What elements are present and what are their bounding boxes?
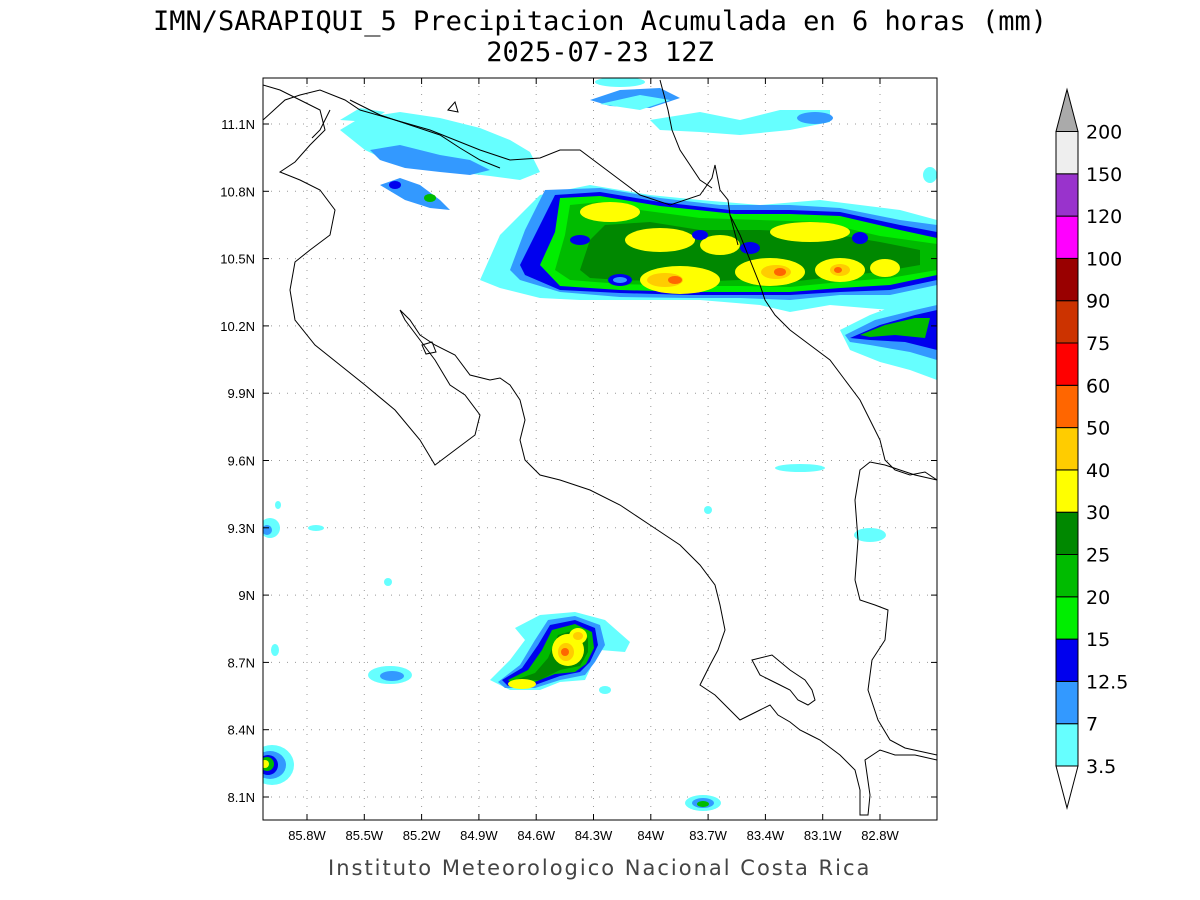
colorbar-cell <box>1055 173 1079 217</box>
colorbar-above-triangle <box>1055 87 1079 132</box>
colorbar-cell <box>1055 469 1079 513</box>
colorbar-level-label: 150 <box>1086 164 1122 186</box>
lat-tick-label: 8.1N <box>228 790 255 805</box>
colorbar-cell <box>1055 215 1079 259</box>
colorbar-level-label: 20 <box>1086 587 1110 609</box>
lon-tick-label: 83.7W <box>689 828 727 843</box>
rain-scattered-cells <box>263 78 937 811</box>
colorbar-level-label: 200 <box>1086 122 1122 144</box>
map-title: IMN/SARAPIQUI_5 Precipitacion Acumulada … <box>152 6 1048 37</box>
colorbar-cell <box>1055 384 1079 429</box>
rain-cell-northeast <box>840 295 937 380</box>
colorbar-cell <box>1055 638 1079 682</box>
rain-light-northwest <box>340 88 833 210</box>
colorbar-cell <box>1055 342 1079 386</box>
colorbar-level-label: 12.5 <box>1086 671 1128 693</box>
colorbar-cell <box>1055 257 1079 302</box>
colorbar-level-label: 100 <box>1086 248 1122 270</box>
lon-tick-label: 84.9W <box>460 828 498 843</box>
colorbar-cell <box>1055 427 1079 471</box>
longitude-axis: 85.8W 85.5W 85.2W 84.9W 84.6W 84.3W 84W 83.7W 83… <box>288 78 900 843</box>
colorbar-level-label: 90 <box>1086 291 1110 313</box>
lat-tick-label: 9N <box>238 588 255 603</box>
lat-tick-label: 9.6N <box>228 454 255 469</box>
lon-tick-label: 82.8W <box>861 828 899 843</box>
lat-tick-label: 8.4N <box>228 723 255 738</box>
lat-tick-label: 9.3N <box>228 521 255 536</box>
colorbar-cell <box>1055 596 1079 640</box>
colorbar-level-label: 15 <box>1086 629 1110 651</box>
colorbar-level-label: 40 <box>1086 460 1110 482</box>
lon-tick-label: 83.1W <box>804 828 842 843</box>
lon-tick-label: 85.8W <box>288 828 326 843</box>
lat-tick-label: 10.2N <box>220 319 255 334</box>
colorbar-level-label: 25 <box>1086 545 1110 567</box>
precipitation-fields <box>263 78 937 811</box>
lon-tick-label: 85.2W <box>403 828 441 843</box>
footer-credit: Instituto Meteorologico Nacional Costa R… <box>328 856 872 880</box>
lat-tick-label: 10.8N <box>220 184 255 199</box>
coastlines <box>263 84 937 816</box>
colorbar-cell <box>1055 300 1079 344</box>
map-datetime: 2025-07-23 12Z <box>486 37 714 68</box>
colorbar-level-label: 120 <box>1086 206 1122 228</box>
colorbar-cell <box>1055 680 1079 725</box>
colorbar-cell <box>1055 723 1079 767</box>
political-borders <box>349 79 739 246</box>
lon-tick-label: 84.3W <box>575 828 613 843</box>
lon-tick-label: 83.4W <box>747 828 785 843</box>
lat-tick-label: 8.7N <box>228 655 255 670</box>
colorbar-below-triangle <box>1055 765 1079 810</box>
colorbar-cell <box>1055 554 1079 598</box>
colorbar-cell <box>1055 511 1079 556</box>
lat-tick-label: 9.9N <box>228 386 255 401</box>
colorbar-level-label: 50 <box>1086 418 1110 440</box>
colorbar-level-label: 60 <box>1086 375 1110 397</box>
colorbar-level-label: 30 <box>1086 502 1110 524</box>
colorbar-cell <box>1055 131 1079 175</box>
lon-tick-label: 85.5W <box>346 828 384 843</box>
colorbar-level-label: 75 <box>1086 333 1110 355</box>
lat-tick-label: 10.5N <box>220 252 255 267</box>
lon-tick-label: 84.6W <box>517 828 555 843</box>
colorbar-level-label: 3.5 <box>1086 756 1116 778</box>
lat-tick-label: 11.1N <box>221 117 255 132</box>
map-frame <box>262 77 938 821</box>
rain-cell-south <box>490 612 630 690</box>
latitude-axis: 11.1N 10.8N 10.5N 10.2N 9.9N 9.6N 9.3N 9N 8.7N 8.… <box>220 117 937 805</box>
rain-band-north <box>480 185 937 312</box>
colorbar-level-label: 7 <box>1086 714 1098 736</box>
lon-tick-label: 84W <box>637 828 664 843</box>
